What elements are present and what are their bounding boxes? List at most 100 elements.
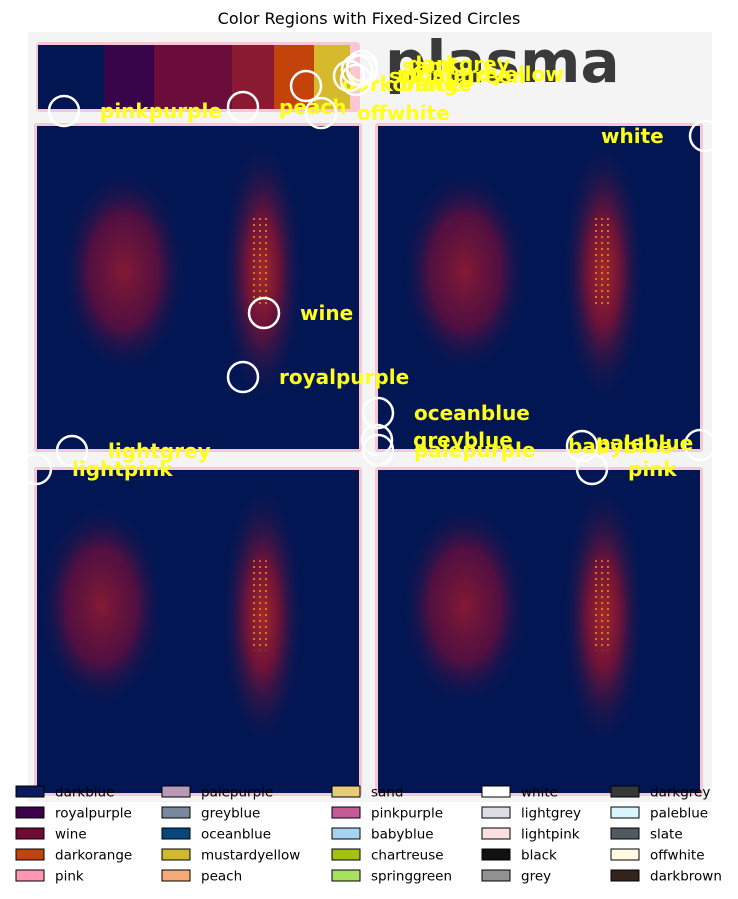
legend-swatch bbox=[331, 869, 361, 882]
annotation-circle bbox=[247, 296, 281, 330]
annotation-label: black bbox=[400, 72, 461, 96]
legend-label: white bbox=[521, 785, 558, 801]
legend-label: darkgrey bbox=[650, 785, 710, 801]
annotation-label: darkgrey bbox=[408, 52, 510, 76]
legend-label: oceanblue bbox=[201, 827, 271, 843]
legend-swatch bbox=[481, 869, 511, 882]
legend-swatch bbox=[15, 848, 45, 861]
annotation-label: wine bbox=[300, 301, 353, 325]
legend-swatch bbox=[15, 806, 45, 819]
legend-item: darkbrown bbox=[610, 869, 722, 885]
legend-swatch bbox=[161, 827, 191, 840]
legend-label: babyblue bbox=[371, 827, 434, 843]
annotation-circle bbox=[575, 452, 609, 486]
legend-item: lightgrey bbox=[481, 806, 581, 822]
legend-swatch bbox=[610, 848, 640, 861]
legend-item: grey bbox=[481, 869, 551, 885]
legend-swatch bbox=[481, 848, 511, 861]
legend-item: lightpink bbox=[481, 827, 580, 843]
legend-label: darkblue bbox=[55, 785, 114, 801]
legend-item: paleblue bbox=[610, 806, 708, 822]
annotation-circle bbox=[361, 396, 395, 430]
annotation-label: offwhite bbox=[357, 101, 450, 125]
legend-item: darkorange bbox=[15, 848, 132, 864]
legend-item: offwhite bbox=[610, 848, 705, 864]
legend-label: lightgrey bbox=[521, 806, 581, 822]
annotation-circle bbox=[226, 90, 260, 124]
annotation-circle bbox=[226, 360, 260, 394]
legend-label: offwhite bbox=[650, 848, 705, 864]
annotation-label: babyblue bbox=[568, 434, 672, 458]
legend-label: pinkpurple bbox=[371, 806, 443, 822]
legend-swatch bbox=[610, 785, 640, 798]
legend-item: springgreen bbox=[331, 869, 452, 885]
image-panel bbox=[375, 123, 703, 452]
annotation-circle bbox=[345, 53, 379, 87]
legend-label: wine bbox=[55, 827, 87, 843]
density-cluster-left bbox=[400, 167, 530, 375]
legend-swatch bbox=[481, 785, 511, 798]
colorbar-band bbox=[38, 45, 104, 109]
density-hotspot bbox=[250, 216, 271, 307]
annotation-label: lightgrey bbox=[108, 439, 211, 463]
annotation-label: palepurple bbox=[414, 438, 535, 462]
annotation-label: pinkpurple bbox=[100, 99, 222, 123]
chart-title: Color Regions with Fixed-Sized Circles bbox=[218, 9, 521, 28]
image-panel bbox=[375, 467, 703, 796]
legend-swatch bbox=[161, 869, 191, 882]
density-cluster-left bbox=[400, 502, 530, 710]
legend-label: royalpurple bbox=[55, 806, 132, 822]
density-hotspot bbox=[250, 560, 271, 651]
colorbar-strip bbox=[36, 42, 360, 112]
annotation-circle bbox=[339, 63, 373, 97]
density-cluster-left bbox=[37, 502, 166, 710]
legend-item: white bbox=[481, 785, 558, 801]
image-panel bbox=[34, 467, 362, 796]
legend-swatch bbox=[15, 827, 45, 840]
legend-item: darkgrey bbox=[610, 785, 710, 801]
legend-label: sand bbox=[371, 785, 403, 801]
density-cluster-left bbox=[59, 167, 189, 375]
density-hotspot bbox=[591, 560, 612, 651]
annotation-label: royalpurple bbox=[279, 365, 409, 389]
legend-item: chartreuse bbox=[331, 848, 444, 864]
annotation-circle bbox=[47, 94, 81, 128]
image-panel bbox=[34, 123, 362, 452]
legend-swatch bbox=[331, 827, 361, 840]
legend-label: lightpink bbox=[521, 827, 580, 843]
legend-item: palepurple bbox=[161, 785, 273, 801]
legend: darkblue royalpurple wine darkorange pink pal… bbox=[15, 785, 722, 885]
annotation-label: lightpink bbox=[72, 457, 173, 481]
legend-label: peach bbox=[201, 869, 242, 885]
legend-label: darkorange bbox=[55, 848, 132, 864]
annotation-circle bbox=[55, 434, 89, 468]
legend-label: palepurple bbox=[201, 785, 273, 801]
legend-swatch bbox=[610, 827, 640, 840]
legend-label: chartreuse bbox=[371, 848, 444, 864]
legend-item: wine bbox=[15, 827, 87, 843]
annotation-label: paleblue bbox=[596, 431, 693, 455]
legend-swatch bbox=[331, 848, 361, 861]
legend-label: grey bbox=[521, 869, 551, 885]
annotation-circle bbox=[19, 452, 53, 486]
legend-swatch bbox=[161, 785, 191, 798]
legend-label: pink bbox=[55, 869, 84, 885]
legend-item: peach bbox=[161, 869, 242, 885]
legend-swatch bbox=[331, 785, 361, 798]
legend-item: mustardyellow bbox=[161, 848, 300, 864]
annotation-label: oceanblue bbox=[414, 401, 530, 425]
colorbar-band bbox=[232, 45, 274, 109]
legend-swatch bbox=[331, 806, 361, 819]
colorbar-band bbox=[104, 45, 154, 109]
legend-label: paleblue bbox=[650, 806, 708, 822]
background-image: plasma bbox=[28, 28, 712, 802]
legend-label: springgreen bbox=[371, 869, 452, 885]
legend-swatch bbox=[610, 806, 640, 819]
annotation-label: white bbox=[601, 124, 664, 148]
legend-swatch bbox=[481, 827, 511, 840]
legend-label: black bbox=[521, 848, 557, 864]
legend-swatch bbox=[15, 785, 45, 798]
legend-label: darkbrown bbox=[650, 869, 722, 885]
legend-item: babyblue bbox=[331, 827, 434, 843]
